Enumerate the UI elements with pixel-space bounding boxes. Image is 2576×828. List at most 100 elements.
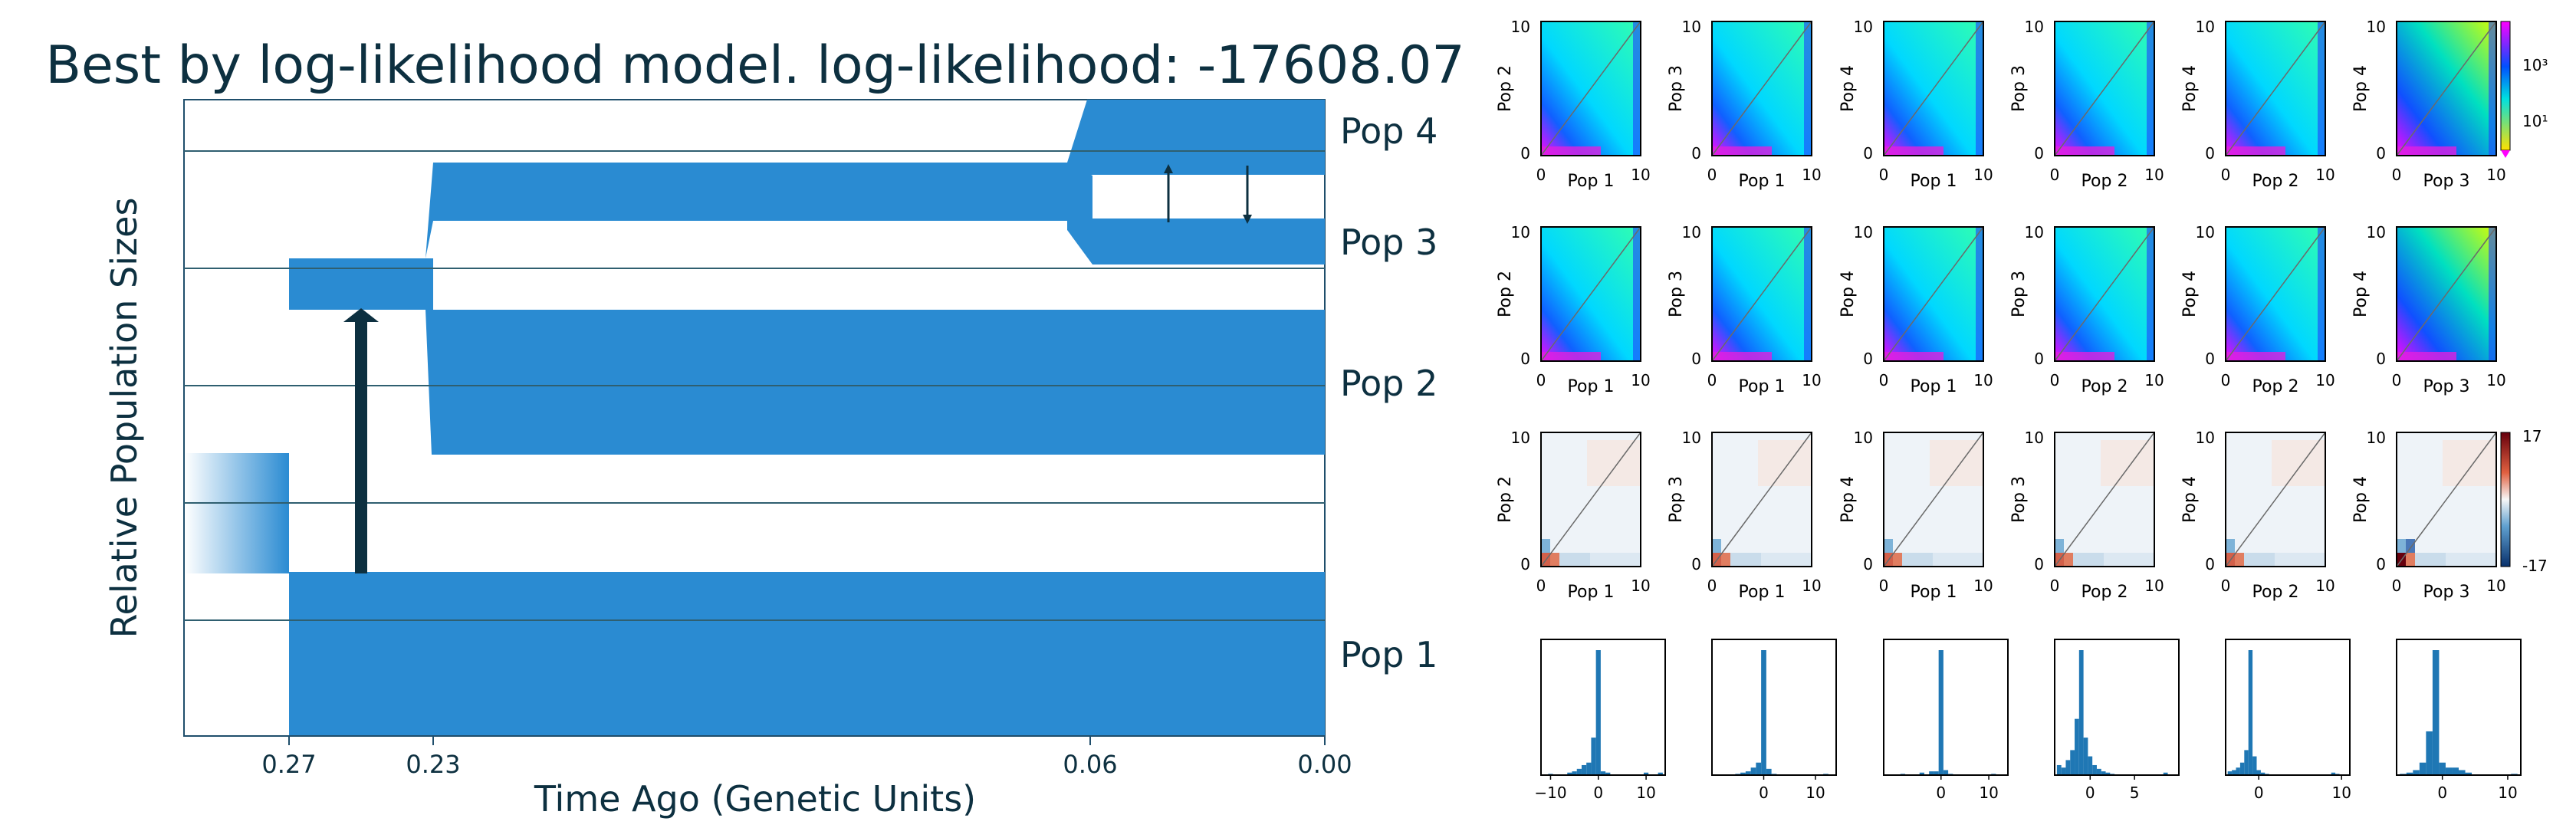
panel-ylabel: Pop 3 (2009, 65, 2029, 112)
residual-panel: 10 00 10 Pop 2 Pop 4 (2180, 429, 2335, 602)
histogram-bar (1745, 771, 1751, 775)
histogram-bar (1595, 650, 1601, 775)
edge-cells (2226, 146, 2285, 156)
diagonal-line (2225, 226, 2326, 362)
panel-frame (1540, 21, 1641, 156)
histogram-bar (2083, 738, 2088, 775)
colorbar-residual: 17 -17 (2500, 427, 2548, 575)
ancestral2-block (289, 258, 433, 310)
x-tick-label: 10 (1979, 784, 1998, 802)
edge-cells (1884, 352, 1944, 361)
panel-ylabel: Pop 3 (1667, 271, 1686, 317)
x-tick-label: 0 (1879, 166, 1889, 184)
histogram-bar (2406, 772, 2413, 775)
colorbar-tick-label: 10³ (2522, 56, 2548, 74)
y-tick-label: 0 (1691, 144, 1701, 163)
y-tick-label: 10 (2367, 429, 2386, 447)
residual-cell (2244, 553, 2275, 567)
y-tick-label: 10 (1511, 18, 1530, 36)
time-tick-label: 0.23 (406, 750, 460, 779)
diagonal-line (1711, 21, 1812, 156)
histogram-bar (2065, 760, 2071, 775)
residual-cell (1761, 553, 1812, 567)
panel-xlabel: Pop 1 (1911, 172, 1957, 191)
edge-cells (2055, 146, 2114, 156)
x-tick-label: 10 (2331, 784, 2351, 802)
y-tick-label: 10 (2367, 18, 2386, 36)
y-tick-label: 10 (1511, 429, 1530, 447)
residual-cell (2104, 553, 2154, 567)
x-tick-label: 0 (1707, 371, 1717, 389)
edge-cells (2226, 352, 2285, 361)
demography-plot (183, 99, 1326, 737)
histogram-bar (2413, 770, 2420, 775)
x-tick-label: 10 (1631, 577, 1650, 595)
histogram-bar (2256, 770, 2261, 775)
histogram-bar (2439, 762, 2446, 775)
y-tick-label: 0 (1520, 144, 1530, 163)
migration-arrow-pop4-to-pop3 (1243, 166, 1252, 224)
diagonal-line (2396, 432, 2497, 567)
model-panel: 10 00 10 Pop 2 Pop 4 (2180, 18, 2335, 191)
edge-cells (2318, 21, 2325, 156)
y-tick-label: 10 (1682, 429, 1701, 447)
panel-ylabel: Pop 2 (1496, 271, 1515, 317)
y-tick-label: 0 (1863, 555, 1873, 573)
panel-frame (2225, 21, 2326, 156)
panel-ylabel: Pop 4 (1838, 271, 1858, 317)
edge-cells (1804, 227, 1812, 361)
edge-cells (1633, 21, 1641, 156)
histogram-bar (1600, 771, 1606, 775)
histogram-bar (2445, 767, 2453, 775)
data-panel: 10 00 10 Pop 2 Pop 3 (2009, 223, 2164, 396)
histogram-bar (1576, 768, 1582, 775)
residual-cell (1712, 539, 1721, 553)
panel-xlabel: Pop 1 (1739, 172, 1786, 191)
edge-cells (1976, 21, 1983, 156)
x-tick-label: 10 (1802, 166, 1821, 184)
panel-ylabel: Pop 3 (1667, 476, 1686, 523)
panel-frame (1540, 432, 1641, 567)
y-tick-label: 0 (2034, 144, 2044, 163)
edge-cells (1712, 352, 1772, 361)
panel-xlabel: Pop 2 (2082, 377, 2128, 396)
x-tick-label: 0 (2050, 577, 2060, 595)
panel-frame (1711, 639, 1837, 776)
y-tick-label: 10 (2025, 18, 2044, 36)
histogram-bar (2239, 762, 2245, 775)
panel-ylabel: Pop 4 (2351, 476, 2371, 523)
edge-cells (1712, 146, 1772, 156)
residual-cell (2101, 440, 2154, 486)
panel-ylabel: Pop 4 (1838, 65, 1858, 112)
colorbar-tick-label: -17 (2522, 557, 2548, 575)
histogram-panel: 0 10 (2396, 639, 2522, 802)
edge-cells (2318, 227, 2325, 361)
edge-cells (2489, 21, 2496, 156)
colorbar-extend (2501, 150, 2510, 158)
residual-cell (1559, 553, 1590, 567)
panel-frame (2396, 639, 2522, 776)
residual-panel: 10 00 10 Pop 3 Pop 4 (2351, 429, 2506, 602)
diagonal-line (2225, 21, 2326, 156)
x-tick-label: 10 (2315, 577, 2334, 595)
histogram-bar (1943, 770, 1949, 775)
residual-cell (1893, 553, 1902, 567)
histogram-bar (1658, 772, 1663, 775)
histogram-bar (1572, 771, 1577, 775)
x-tick-label: 10 (2486, 371, 2505, 389)
model-panel: 10 00 10 Pop 1 Pop 2 (1496, 18, 1651, 191)
edge-cells (2397, 352, 2456, 361)
y-tick-label: 0 (1691, 350, 1701, 368)
y-tick-label: 10 (2196, 429, 2215, 447)
model-panel: 10 00 10 Pop 3 Pop 4 (2351, 18, 2506, 191)
y-tick-label: 0 (2376, 144, 2386, 163)
x-tick-label: 10 (1973, 577, 1993, 595)
panel-xlabel: Pop 3 (2423, 583, 2470, 602)
pop1-block (289, 572, 1325, 735)
x-tick-label: 10 (2144, 577, 2164, 595)
histogram-bar (1761, 650, 1766, 775)
x-tick-label: 0 (2392, 371, 2402, 389)
panel-xlabel: Pop 3 (2423, 377, 2470, 396)
x-tick-label: 0 (1879, 371, 1889, 389)
